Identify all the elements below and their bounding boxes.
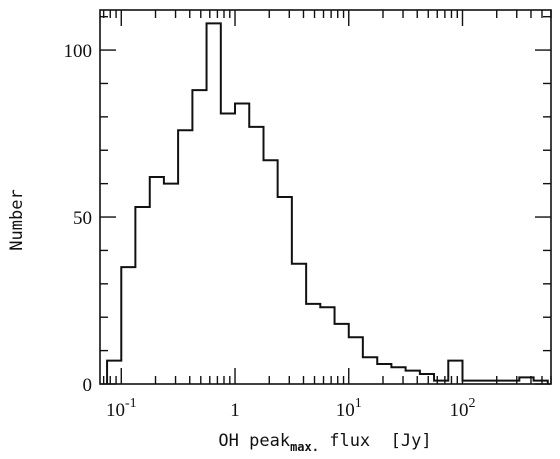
y-tick-labels: 0 50 100: [64, 41, 93, 396]
x-tick-label: 102: [449, 396, 475, 421]
y-tick-label: 100: [64, 41, 93, 62]
y-tick-label: 0: [83, 375, 93, 396]
x-tick-label: 10-1: [106, 396, 137, 421]
x-axis-title: OH peakmax. flux [Jy]: [218, 431, 431, 454]
x-tick-label: 101: [336, 396, 362, 421]
plot-frame: [99, 9, 552, 385]
y-tick-label: 50: [73, 208, 92, 229]
x-tick-label: 1: [230, 400, 240, 421]
x-axis-title-rest: flux [Jy]: [319, 431, 432, 451]
y-axis-title: Number: [7, 189, 27, 250]
x-axis-title-main: OH peak: [218, 431, 290, 451]
histogram-bars: [106, 22, 549, 384]
tick-marks: [100, 10, 552, 385]
x-tick-labels: 10-1 1 101 102: [106, 396, 476, 421]
x-axis-title-subscript: max.: [290, 440, 319, 454]
